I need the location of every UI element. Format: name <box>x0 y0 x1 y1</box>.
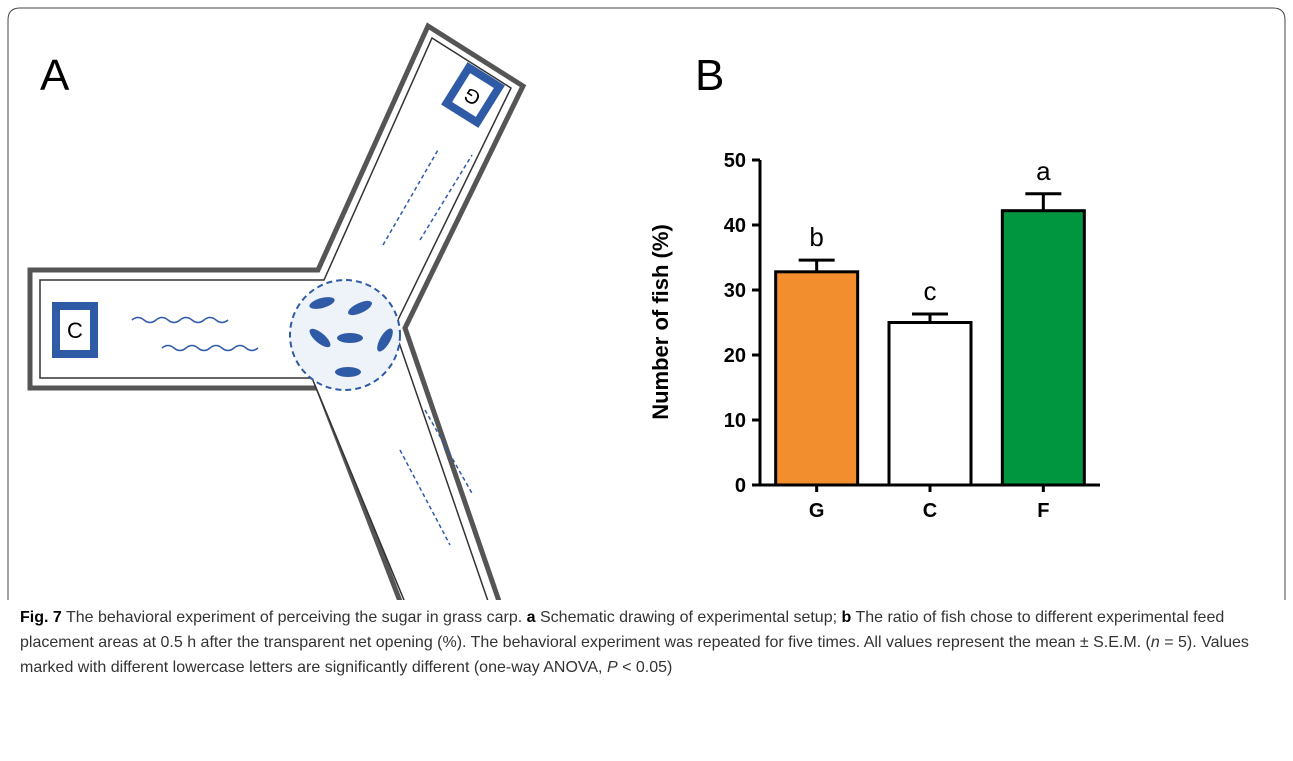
arm-label: C <box>67 318 83 343</box>
significance-letter: c <box>924 276 937 306</box>
caption-symbol: P <box>607 659 618 676</box>
caption: Fig. 7 The behavioral experiment of perc… <box>20 605 1275 680</box>
x-tick-label: G <box>809 500 825 522</box>
caption-text: < 0.05) <box>622 659 672 676</box>
part-label: b <box>842 609 852 626</box>
maze-inner <box>40 38 521 600</box>
y-tick-label: 0 <box>735 475 746 497</box>
figure-number: Fig. 7 <box>20 609 62 626</box>
x-tick-label: F <box>1037 500 1049 522</box>
significance-letter: a <box>1036 156 1051 186</box>
y-tick-label: 50 <box>724 150 746 172</box>
bar <box>776 272 858 485</box>
significance-letter: b <box>809 222 823 252</box>
feed-box: C <box>52 302 98 358</box>
caption-symbol: n <box>1151 634 1160 651</box>
y-tick-label: 40 <box>724 215 746 237</box>
panel-label: A <box>40 51 70 100</box>
bar-chart: 0 10 20 30 40 50 b Gc Ca F <box>724 150 1100 522</box>
x-tick-label: C <box>923 500 937 522</box>
page: {"panel_a": {"label": "A", "arms": ["C",… <box>0 0 1293 761</box>
y-tick-label: 20 <box>724 345 746 367</box>
bar <box>1002 211 1084 485</box>
y-tick-label: 10 <box>724 410 746 432</box>
y-tick-label: 30 <box>724 280 746 302</box>
bar <box>889 323 971 486</box>
part-label: a <box>527 609 536 626</box>
y-axis-label: Number of fish (%) <box>648 224 673 420</box>
caption-text: Schematic drawing of experimental setup; <box>540 609 837 626</box>
panel-label: B <box>695 51 724 100</box>
caption-text: The behavioral experiment of perceiving … <box>66 609 522 626</box>
figure: A C G F B Number of fish (%) 0 10 20 30 40 50… <box>0 0 1293 600</box>
